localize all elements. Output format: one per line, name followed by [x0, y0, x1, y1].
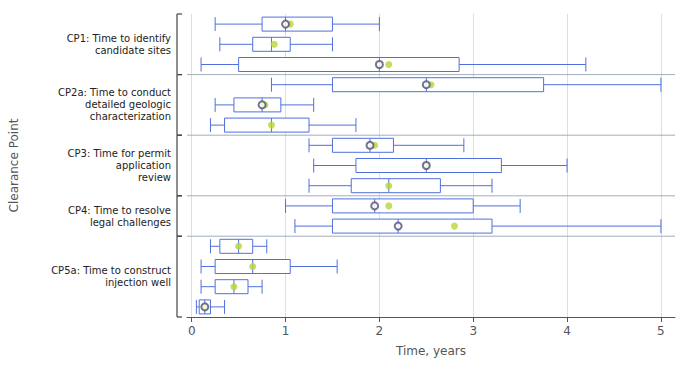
svg-text:0: 0	[188, 324, 196, 338]
svg-text:2: 2	[376, 324, 384, 338]
svg-text:1: 1	[282, 324, 290, 338]
svg-text:CP3: Time for permit: CP3: Time for permit	[68, 148, 171, 159]
svg-text:CP4: Time to resolve: CP4: Time to resolve	[68, 205, 171, 216]
svg-text:CP2a: Time to conduct: CP2a: Time to conduct	[58, 87, 171, 98]
svg-text:candidate sites: candidate sites	[95, 45, 171, 56]
svg-text:CP5a: Time to construct: CP5a: Time to construct	[51, 265, 171, 276]
svg-text:Clearance Point: Clearance Point	[7, 118, 21, 212]
svg-text:injection well: injection well	[105, 277, 171, 288]
svg-text:legal challenges: legal challenges	[90, 217, 171, 228]
svg-text:5: 5	[657, 324, 665, 338]
svg-text:characterization: characterization	[90, 111, 171, 122]
svg-text:application: application	[116, 160, 171, 171]
svg-text:4: 4	[563, 324, 571, 338]
svg-text:detailed geologic: detailed geologic	[85, 99, 171, 110]
svg-text:CP1: Time to identify: CP1: Time to identify	[67, 33, 171, 44]
svg-text:3: 3	[469, 324, 477, 338]
svg-text:review: review	[138, 172, 171, 183]
svg-text:Time, years: Time, years	[395, 344, 466, 358]
